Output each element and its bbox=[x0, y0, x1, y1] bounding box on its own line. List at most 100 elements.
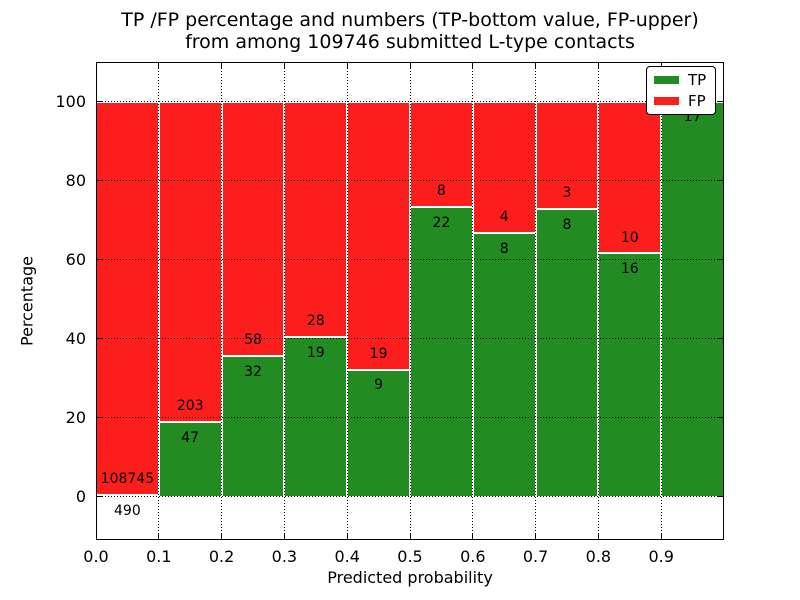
gridline-x bbox=[158, 62, 160, 540]
x-axis-bottom-tick bbox=[95, 534, 97, 540]
y-tick-label: 20 bbox=[65, 407, 86, 427]
fp-count-label: 108745 bbox=[100, 470, 155, 487]
fp-count-label: 58 bbox=[244, 332, 262, 349]
y-axis-right-tick bbox=[718, 180, 724, 181]
fp-count-label: 4 bbox=[499, 209, 509, 226]
x-tick-label: 0.5 bbox=[397, 547, 423, 566]
bar-segment-fp bbox=[535, 101, 599, 210]
y-tick-label: 0 bbox=[75, 486, 86, 506]
chart-title-line2: from among 109746 submitted L-type conta… bbox=[185, 31, 635, 53]
x-axis-bottom-tick bbox=[158, 534, 160, 540]
x-tick-label: 0.7 bbox=[522, 547, 549, 566]
fp-count-label: 28 bbox=[306, 313, 325, 330]
y-axis-left-tick bbox=[96, 101, 102, 102]
tp-count-label: 8 bbox=[562, 217, 572, 234]
y-axis-right-tick bbox=[718, 101, 724, 102]
x-axis-top-tick bbox=[409, 62, 411, 68]
y-axis-right-tick bbox=[718, 496, 724, 498]
y-tick-label: 100 bbox=[55, 91, 86, 111]
y-tick-label: 60 bbox=[65, 249, 86, 269]
bars-layer bbox=[96, 62, 724, 540]
bar-segment-fp bbox=[347, 101, 410, 370]
y-axis-right-tick bbox=[718, 417, 724, 419]
y-axis-right-tick bbox=[718, 338, 724, 340]
chart-title: TP /FP percentage and numbers (TP-bottom… bbox=[96, 9, 724, 53]
x-axis-bottom-tick bbox=[283, 534, 285, 540]
x-axis-bottom-tick bbox=[597, 534, 599, 540]
gridline-x bbox=[346, 62, 348, 540]
x-axis-top-tick bbox=[660, 62, 662, 68]
legend-label: FP bbox=[688, 92, 706, 110]
x-tick-label: 0.0 bbox=[83, 547, 109, 566]
x-axis-top-tick bbox=[346, 62, 348, 68]
bar-segment-tp bbox=[284, 336, 348, 497]
x-axis-bottom-tick bbox=[660, 534, 662, 540]
gridline-x bbox=[535, 62, 537, 540]
tp-count-label: 16 bbox=[620, 261, 639, 278]
gridline-x bbox=[597, 62, 599, 540]
x-axis-bottom-tick bbox=[346, 534, 348, 540]
legend-label: TP bbox=[688, 71, 707, 89]
y-axis-label: Percentage bbox=[17, 255, 37, 347]
tp-count-label: 19 bbox=[306, 344, 325, 361]
x-tick-label: 0.9 bbox=[648, 547, 674, 566]
x-axis-bottom-tick bbox=[409, 534, 411, 540]
grid-layer bbox=[96, 62, 724, 540]
x-axis-bottom-tick bbox=[535, 534, 537, 540]
gridline-x bbox=[660, 62, 662, 540]
y-axis-left-tick bbox=[96, 338, 102, 340]
x-axis-top-tick bbox=[472, 62, 474, 68]
tp-count-label: 47 bbox=[181, 430, 200, 447]
legend-entry-fp: FP bbox=[654, 93, 706, 109]
bar-segment-tp bbox=[347, 369, 410, 497]
legend-swatch-fp bbox=[654, 97, 679, 105]
y-axis-left-tick bbox=[96, 417, 102, 419]
x-axis-top-tick bbox=[535, 62, 537, 68]
tp-count-label: 8 bbox=[499, 240, 509, 257]
bar-segment-tp bbox=[661, 101, 724, 497]
y-tick-label: 40 bbox=[65, 328, 86, 348]
x-tick-label: 0.2 bbox=[208, 547, 235, 566]
x-axis-top-tick bbox=[283, 62, 285, 68]
legend: TP FP bbox=[646, 66, 717, 115]
x-axis-top-tick bbox=[221, 62, 223, 68]
x-tick-label: 0.8 bbox=[585, 547, 612, 566]
x-axis-top-tick bbox=[158, 62, 160, 68]
y-axis-left-tick bbox=[96, 259, 102, 261]
bar-segment-fp bbox=[284, 101, 348, 337]
x-tick-label: 0.3 bbox=[271, 547, 298, 566]
bar-segment-fp bbox=[410, 101, 473, 207]
y-axis-left-tick bbox=[96, 496, 102, 498]
x-axis-bottom-tick bbox=[221, 534, 223, 540]
plot-area: 108745 490 203 47 58 32 28 19 19 9 8 22 4 8 3 8 10 16 17 bbox=[95, 62, 724, 540]
gridline-x bbox=[409, 62, 411, 540]
x-tick-label: 0.4 bbox=[334, 547, 360, 566]
x-axis-bottom-tick bbox=[472, 534, 474, 540]
y-axis-left-tick bbox=[96, 180, 102, 181]
fp-count-label: 3 bbox=[562, 185, 572, 202]
fp-count-label: 10 bbox=[620, 229, 639, 246]
x-axis-top-tick bbox=[597, 62, 599, 68]
tp-count-label: 22 bbox=[432, 214, 451, 231]
x-tick-label: 0.1 bbox=[146, 547, 172, 566]
x-axis-label: Predicted probability bbox=[327, 568, 493, 587]
bar-segment-tp bbox=[535, 209, 599, 497]
gridline-x bbox=[283, 62, 285, 540]
annotations-layer: 108745 490 203 47 58 32 28 19 19 9 8 22 4 8 3 8 10 16 17 bbox=[96, 62, 724, 540]
x-axis-top-tick bbox=[95, 62, 97, 68]
legend-swatch-tp bbox=[654, 76, 679, 84]
gridline-x bbox=[472, 62, 474, 540]
tp-count-label: 32 bbox=[244, 363, 262, 380]
x-tick-label: 0.6 bbox=[460, 547, 486, 566]
chart-title-line1: TP /FP percentage and numbers (TP-bottom… bbox=[121, 9, 699, 31]
legend-entry-tp: TP bbox=[654, 72, 706, 88]
bar-segment-fp bbox=[472, 101, 536, 234]
fp-count-label: 19 bbox=[369, 345, 388, 362]
gridline-x bbox=[221, 62, 223, 540]
tp-count-label: 490 bbox=[114, 502, 141, 519]
fp-count-label: 203 bbox=[176, 398, 204, 415]
y-tick-label: 80 bbox=[65, 170, 86, 190]
tp-count-label: 9 bbox=[374, 377, 384, 394]
fp-count-label: 8 bbox=[436, 183, 446, 200]
